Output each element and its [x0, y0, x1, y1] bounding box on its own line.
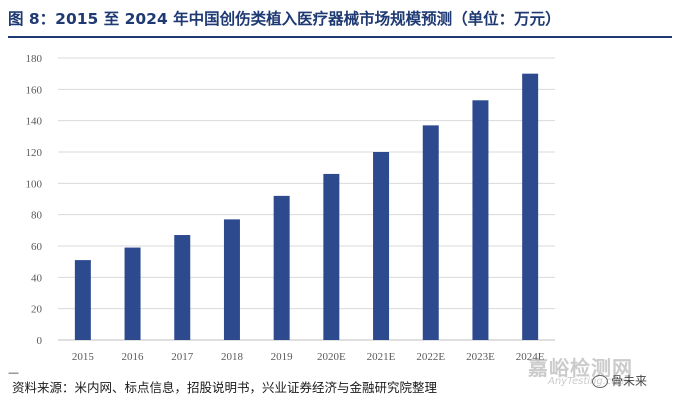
x-tick-label: 2015	[72, 351, 95, 363]
x-tick-label: 2021E	[367, 351, 396, 363]
y-tick-label: 100	[26, 178, 43, 190]
y-tick-label: 140	[26, 116, 43, 128]
bar-chart: 0 20 40 60 80 100 120 140 160 180 2015 2016 2017 2018…	[26, 53, 555, 363]
y-tick-label: 80	[31, 210, 43, 222]
bar	[323, 173, 340, 340]
y-tick-label: 0	[37, 335, 43, 347]
chart-title: 图 8：2015 至 2024 年中国创伤类植入医疗器械市场规模预测（单位：万元…	[8, 10, 561, 28]
x-tick-label: 2022E	[416, 351, 445, 363]
bar	[522, 73, 539, 340]
x-tick-label: 2018	[221, 351, 244, 363]
wechat-account-name: 骨未来	[611, 374, 648, 388]
y-tick-label: 60	[31, 241, 43, 253]
y-tick-label: 20	[31, 304, 43, 316]
y-tick-label: 180	[26, 53, 43, 65]
wechat-account: 骨未来	[592, 372, 672, 392]
bar	[223, 219, 240, 340]
x-tick-label: 2019	[271, 351, 294, 363]
bar	[74, 260, 91, 340]
bar	[422, 125, 439, 340]
x-tick-label: 2024E	[516, 351, 545, 363]
watermark-text: 嘉峪检测网	[528, 356, 633, 380]
y-tick-label: 40	[31, 272, 43, 284]
x-tick-label: 2020E	[317, 351, 346, 363]
wechat-icon	[592, 375, 608, 388]
x-tick-label: 2016	[122, 351, 145, 363]
x-tick-label: 2023E	[466, 351, 495, 363]
bar	[124, 247, 141, 340]
title-divider	[8, 36, 672, 38]
bar	[273, 195, 290, 340]
bar	[472, 100, 489, 340]
watermark-subtext: AnyTesting.com	[548, 376, 628, 387]
source-marker: —	[8, 366, 19, 379]
y-tick-label: 120	[26, 147, 43, 159]
y-tick-label: 160	[26, 84, 43, 96]
source-note: 资料来源：米内网、标点信息，招股说明书，兴业证券经济与金融研究院整理	[12, 380, 438, 395]
bar	[373, 152, 390, 340]
x-tick-label: 2017	[171, 351, 194, 363]
bar	[174, 235, 191, 340]
